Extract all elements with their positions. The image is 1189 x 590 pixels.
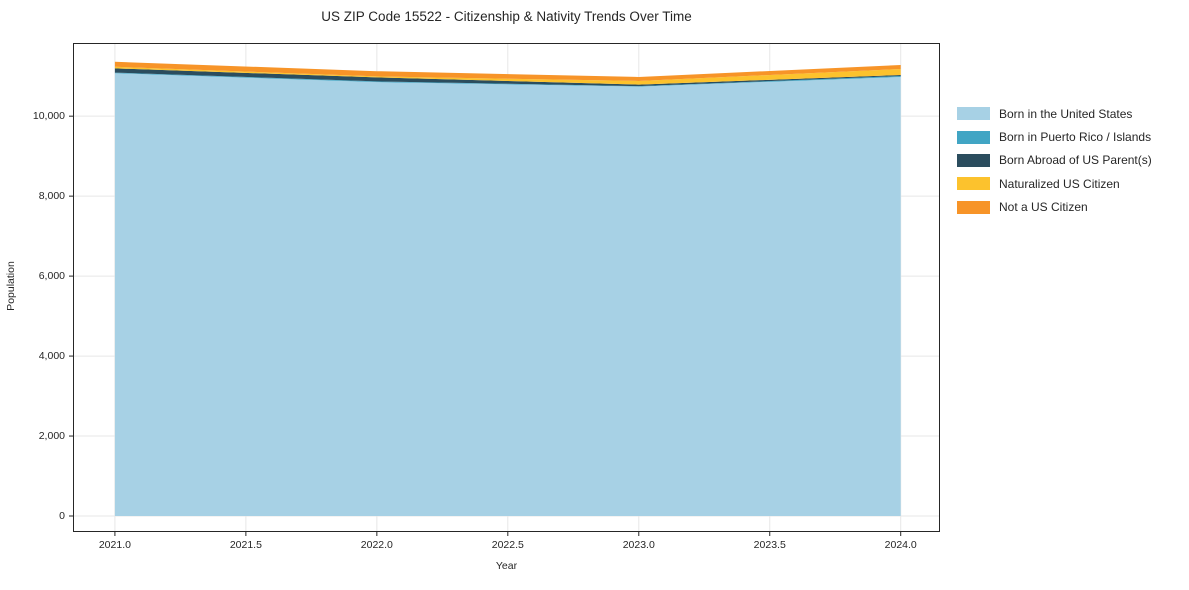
x-tick-label: 2022.0 xyxy=(360,539,393,551)
y-tick-label: 2,000 xyxy=(38,430,65,443)
area-series xyxy=(114,68,901,87)
legend-item: Not a US Citizen xyxy=(957,196,1152,219)
y-tick-label: 10,000 xyxy=(32,110,65,123)
y-tick-label: 4,000 xyxy=(38,350,65,363)
legend-label: Naturalized US Citizen xyxy=(999,176,1120,191)
legend-item: Born in Puerto Rico / Islands xyxy=(957,125,1152,148)
axes-spines xyxy=(73,43,940,532)
x-tick-label: 2024.0 xyxy=(884,539,917,551)
area-series xyxy=(114,61,901,81)
y-tick-label: 0 xyxy=(59,510,65,522)
y-tick-label: 6,000 xyxy=(38,270,65,283)
legend-item: Naturalized US Citizen xyxy=(957,172,1152,195)
legend-label: Born in the United States xyxy=(999,106,1133,121)
x-tick-label: 2021.5 xyxy=(229,539,262,551)
legend-item: Born in the United States xyxy=(957,102,1152,125)
legend-swatch xyxy=(957,153,990,167)
stacked-area-chart xyxy=(69,43,940,536)
y-axis-label: Population xyxy=(5,261,17,311)
legend-swatch xyxy=(957,177,990,191)
legend-label: Born Abroad of US Parent(s) xyxy=(999,153,1152,168)
legend-swatch xyxy=(957,130,990,144)
legend: Born in the United States Born in Puerto … xyxy=(957,102,1152,219)
plot-area xyxy=(69,43,940,536)
area-series xyxy=(114,66,901,85)
x-axis-label: Year xyxy=(495,560,518,572)
legend-swatch xyxy=(957,200,990,214)
y-tick-label: 8,000 xyxy=(38,190,65,203)
x-tick-label: 2023.0 xyxy=(622,539,655,551)
area-series xyxy=(114,73,901,517)
x-tick-label: 2022.5 xyxy=(491,539,524,551)
chart-title: US ZIP Code 15522 - Citizenship & Nativi… xyxy=(321,9,692,24)
legend-label: Not a US Citizen xyxy=(999,200,1088,215)
legend-item: Born Abroad of US Parent(s) xyxy=(957,149,1152,172)
legend-swatch xyxy=(957,107,990,121)
x-tick-label: 2023.5 xyxy=(753,539,786,551)
legend-label: Born in Puerto Rico / Islands xyxy=(999,130,1152,145)
x-tick-label: 2021.0 xyxy=(98,539,131,551)
